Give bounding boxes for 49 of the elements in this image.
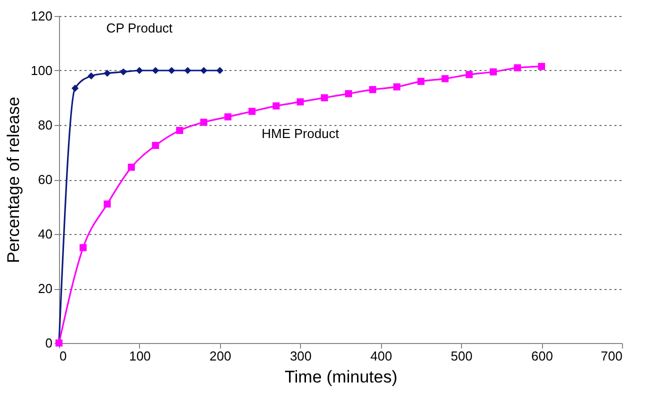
point <box>200 118 208 126</box>
y-tick-label: 120 <box>30 8 52 24</box>
text: CP Product <box>106 20 173 36</box>
y-tick-label: 40 <box>38 226 52 242</box>
point <box>514 64 521 72</box>
x-tick-label: 0 <box>60 348 67 364</box>
point <box>120 68 127 76</box>
point <box>296 98 304 106</box>
point <box>466 71 473 78</box>
point <box>200 66 208 74</box>
point <box>152 142 160 149</box>
point <box>72 84 79 92</box>
point <box>538 62 546 70</box>
series-label: HME Product <box>262 126 340 141</box>
point <box>417 78 424 85</box>
x-tick-label: 500 <box>450 348 472 364</box>
point <box>88 72 95 80</box>
point <box>320 94 328 102</box>
point <box>272 102 280 110</box>
point <box>490 68 497 76</box>
y-tick-label: 60 <box>38 172 52 187</box>
y-tick-label: 20 <box>38 281 52 296</box>
point <box>184 66 192 74</box>
point <box>442 75 449 82</box>
point <box>168 66 176 74</box>
x-tick-label: 400 <box>370 348 392 364</box>
y-tick-label: 80 <box>38 118 52 132</box>
x-tick-label: 300 <box>290 348 312 364</box>
x-tick-label: 100 <box>129 348 151 364</box>
x-tick-label: 200 <box>210 348 232 364</box>
y-tick-label: 0 <box>45 336 52 350</box>
x-axis-title: Time (minutes) <box>284 368 398 386</box>
point <box>80 244 87 252</box>
point <box>104 200 111 208</box>
x-tick-label: 700 <box>600 348 622 364</box>
x-tick-label: 600 <box>531 348 553 364</box>
point <box>345 90 352 98</box>
y-tick-label: 100 <box>30 63 52 78</box>
point <box>136 66 143 74</box>
point <box>393 83 400 90</box>
point <box>104 70 111 77</box>
point <box>152 66 160 74</box>
y-axis-title: Percentage of release <box>4 96 23 264</box>
point <box>128 164 135 171</box>
point <box>176 126 184 134</box>
point <box>224 113 232 120</box>
point <box>248 108 256 115</box>
point <box>216 66 224 74</box>
point <box>369 86 376 94</box>
